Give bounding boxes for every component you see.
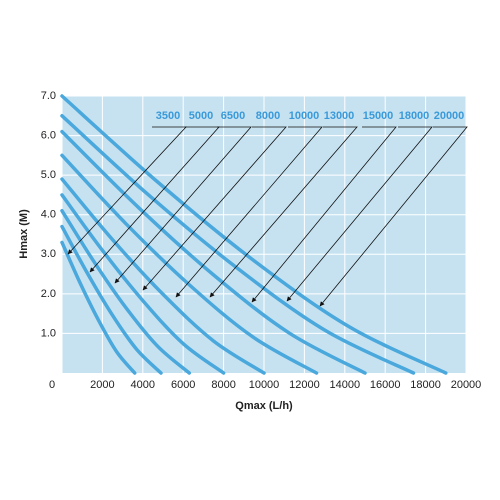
x-tick-label: 6000 bbox=[171, 379, 195, 391]
x-tick-label: 0 bbox=[49, 379, 55, 391]
legend-label: 5000 bbox=[189, 110, 213, 122]
legend-label: 18000 bbox=[399, 110, 430, 122]
x-axis-title: Qmax (L/h) bbox=[235, 400, 293, 412]
y-axis-title: Hmax (M) bbox=[18, 209, 30, 259]
x-tick-label: 18000 bbox=[410, 379, 441, 391]
legend-label: 20000 bbox=[434, 110, 465, 122]
x-tick-label: 12000 bbox=[289, 379, 320, 391]
series-line bbox=[60, 224, 163, 375]
legend-leader bbox=[319, 126, 468, 307]
series-line bbox=[60, 209, 192, 375]
x-tick-label: 20000 bbox=[451, 379, 482, 391]
y-tick-label: 5.0 bbox=[41, 169, 56, 181]
legend-label: 15000 bbox=[363, 110, 394, 122]
x-tick-label: 10000 bbox=[249, 379, 280, 391]
series-line bbox=[60, 240, 137, 375]
x-tick-label: 16000 bbox=[370, 379, 401, 391]
legend-label: 8000 bbox=[256, 110, 280, 122]
y-tick-label: 3.0 bbox=[41, 248, 56, 260]
y-tick-label: 6.0 bbox=[41, 129, 56, 141]
series-line bbox=[60, 153, 319, 375]
legend-leader bbox=[251, 126, 397, 303]
x-tick-label: 14000 bbox=[330, 379, 361, 391]
x-tick-label: 2000 bbox=[90, 379, 114, 391]
series-line bbox=[60, 129, 367, 375]
legend-label: 13000 bbox=[324, 110, 355, 122]
series-line bbox=[60, 177, 266, 375]
x-tick-label: 8000 bbox=[211, 379, 235, 391]
legend-label: 6500 bbox=[221, 110, 245, 122]
series-line bbox=[60, 94, 448, 375]
legend-leader bbox=[114, 126, 252, 284]
x-tick-label: 4000 bbox=[131, 379, 155, 391]
legend-leader bbox=[142, 126, 287, 291]
y-tick-label: 7.0 bbox=[41, 90, 56, 102]
legend-label: 10000 bbox=[289, 110, 320, 122]
y-tick-label: 1.0 bbox=[41, 327, 56, 339]
series-line bbox=[60, 193, 226, 375]
y-tick-label: 4.0 bbox=[41, 209, 56, 221]
series-line bbox=[60, 114, 416, 375]
legend-leader bbox=[209, 126, 358, 298]
legend-label: 3500 bbox=[156, 110, 180, 122]
legend-leader bbox=[286, 126, 433, 302]
legend-leader bbox=[175, 126, 323, 298]
y-tick-label: 2.0 bbox=[41, 288, 56, 300]
